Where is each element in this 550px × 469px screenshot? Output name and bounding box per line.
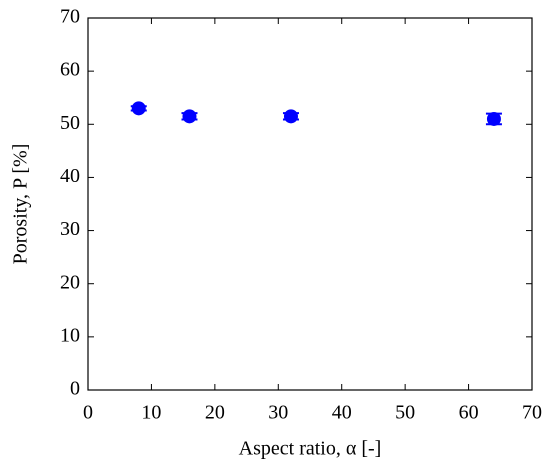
x-tick-label: 70 bbox=[522, 402, 542, 424]
x-tick-label: 50 bbox=[395, 402, 415, 424]
data-point bbox=[131, 101, 146, 116]
data-point bbox=[283, 109, 298, 124]
x-tick-label: 10 bbox=[141, 402, 161, 424]
x-tick-label: 30 bbox=[268, 402, 288, 424]
y-tick-label: 60 bbox=[60, 59, 80, 81]
y-tick-label: 40 bbox=[60, 165, 80, 187]
y-tick-label: 0 bbox=[70, 378, 80, 400]
x-tick-label: 20 bbox=[205, 402, 225, 424]
plot-frame bbox=[87, 17, 533, 391]
data-point bbox=[182, 109, 197, 124]
y-tick-label: 20 bbox=[60, 271, 80, 293]
y-tick-label: 50 bbox=[60, 112, 80, 134]
x-axis-label: Aspect ratio, α [-] bbox=[239, 438, 382, 460]
data-point bbox=[486, 111, 501, 126]
x-tick-label: 0 bbox=[83, 402, 93, 424]
y-tick-label: 70 bbox=[60, 6, 80, 28]
y-axis-label: Porosity, P [%] bbox=[10, 144, 32, 265]
x-tick-label: 60 bbox=[459, 402, 479, 424]
y-tick-label: 30 bbox=[60, 218, 80, 240]
y-tick-label: 10 bbox=[60, 324, 80, 346]
x-tick-label: 40 bbox=[332, 402, 352, 424]
